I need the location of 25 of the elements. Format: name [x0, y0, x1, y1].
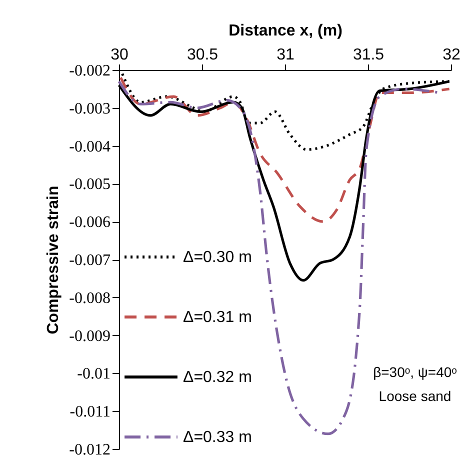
- y-tick-label: -0.004: [69, 138, 110, 156]
- legend-label: Δ=0.32 m: [183, 369, 252, 386]
- y-tick-label: -0.006: [69, 214, 110, 232]
- y-tick-label: -0.002: [69, 62, 110, 80]
- y-axis-title: Compressive strain: [45, 186, 62, 334]
- line-series: [119, 76, 451, 223]
- x-tick-label: 32: [442, 46, 460, 64]
- annotation: β=30ᵒ, ψ=40ᵒ: [373, 364, 457, 380]
- y-tick-label: -0.012: [69, 442, 110, 458]
- legend-label: Δ=0.33 m: [183, 429, 252, 446]
- y-tick-label: -0.003: [69, 100, 110, 118]
- x-tick-label: 31: [276, 46, 294, 64]
- legend-label: Δ=0.30 m: [183, 249, 252, 266]
- annotation: Loose sand: [378, 388, 452, 404]
- y-tick-label: -0.008: [69, 290, 110, 307]
- x-tick-label: 30: [110, 46, 128, 64]
- x-axis-title: Distance x, (m): [228, 22, 342, 40]
- x-tick-label: 30.5: [186, 46, 218, 64]
- y-tick-label: -0.011: [70, 404, 110, 421]
- legend-label: Δ=0.31 m: [183, 309, 252, 326]
- y-tick-label: -0.01: [77, 366, 110, 383]
- x-tick-label: 31.5: [352, 46, 384, 64]
- y-tick-label: -0.007: [69, 252, 110, 269]
- y-tick-label: -0.005: [69, 176, 110, 194]
- y-tick-label: -0.009: [69, 328, 110, 345]
